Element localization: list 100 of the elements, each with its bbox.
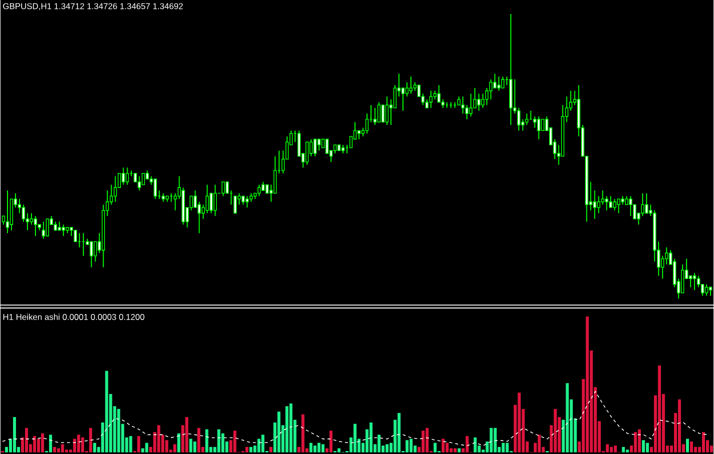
candlestick: [313, 138, 317, 157]
candlestick: [617, 198, 620, 214]
bar: [406, 440, 409, 452]
bar: [474, 437, 477, 452]
bar: [678, 399, 681, 452]
bar: [145, 442, 148, 452]
bar: [506, 442, 509, 452]
bar: [205, 429, 208, 452]
candlestick: [62, 224, 66, 236]
candlestick: [126, 166, 129, 186]
bar: [634, 432, 637, 452]
candlestick: [465, 104, 468, 120]
candlestick: [74, 230, 77, 242]
bar: [446, 442, 449, 452]
bar: [442, 438, 445, 452]
candlestick: [222, 181, 225, 196]
bar: [702, 432, 705, 452]
chart-title: GBPUSD,H1 1.34712 1.34726 1.34657 1.34692: [3, 3, 183, 10]
candlestick: [704, 284, 708, 296]
candlestick: [613, 198, 616, 211]
candlestick: [210, 192, 213, 214]
candlestick: [401, 87, 405, 112]
bar: [378, 434, 381, 452]
bar: [197, 428, 200, 452]
candlestick: [138, 176, 141, 191]
bar: [41, 433, 44, 452]
bar: [185, 416, 188, 452]
bar: [566, 382, 569, 452]
candlestick: [22, 204, 26, 222]
bar: [49, 434, 52, 452]
bar: [317, 442, 320, 452]
candlestick: [385, 96, 389, 126]
bar: [77, 434, 80, 452]
bar: [89, 428, 92, 452]
candlestick: [645, 192, 648, 214]
candlestick: [94, 240, 97, 262]
candlestick: [246, 195, 249, 208]
bar: [410, 438, 413, 452]
bar: [321, 444, 324, 452]
bar: [370, 422, 373, 452]
candlestick: [469, 92, 472, 117]
bar: [73, 438, 76, 452]
candlestick: [42, 221, 46, 240]
candlestick: [30, 212, 34, 225]
bar: [217, 429, 220, 452]
bar: [538, 434, 541, 452]
bar: [25, 428, 28, 452]
bar: [458, 448, 461, 452]
bar: [249, 446, 252, 452]
candlestick: [601, 190, 604, 205]
bar: [626, 449, 629, 452]
candlestick: [365, 112, 369, 134]
bar: [93, 442, 96, 452]
chart-title: H1 Heiken ashi 0.0001 0.0003 0.1200: [3, 314, 144, 320]
candlestick: [692, 272, 696, 290]
bar: [57, 448, 60, 452]
candlestick: [46, 218, 50, 236]
bar: [490, 428, 493, 452]
bar: [289, 403, 292, 452]
candlestick: [680, 264, 684, 294]
bar: [157, 425, 160, 452]
candlestick: [501, 76, 504, 88]
candlestick: [605, 195, 608, 211]
candlestick: [481, 92, 484, 108]
candlestick: [405, 82, 409, 97]
bar: [285, 406, 288, 452]
bar: [261, 434, 264, 452]
candlestick: [641, 192, 644, 216]
bar: [193, 441, 196, 452]
candlestick: [629, 195, 632, 216]
bar: [105, 370, 108, 452]
candlestick: [477, 92, 480, 112]
bar: [606, 444, 609, 452]
bar: [189, 438, 192, 452]
bar: [466, 436, 469, 452]
candlestick: [437, 84, 440, 103]
bar: [658, 365, 661, 452]
bar: [638, 429, 641, 452]
bar: [646, 442, 649, 452]
candlestick: [325, 138, 329, 154]
bar: [329, 430, 332, 452]
candlestick: [258, 184, 261, 196]
bar: [386, 444, 389, 452]
bar: [422, 430, 425, 452]
bar: [309, 442, 312, 452]
candlestick: [541, 118, 544, 131]
candlestick: [34, 215, 38, 236]
bar: [337, 448, 340, 452]
candlestick: [493, 73, 496, 88]
candlestick: [234, 196, 237, 214]
candlestick: [461, 96, 464, 114]
candlestick: [6, 190, 10, 234]
candlestick: [533, 116, 536, 128]
candlestick: [664, 246, 668, 265]
bar: [518, 392, 521, 452]
bar: [53, 446, 56, 452]
candlestick: [537, 116, 540, 140]
bar: [622, 446, 625, 452]
bar: [61, 444, 64, 452]
candlestick: [206, 184, 209, 214]
